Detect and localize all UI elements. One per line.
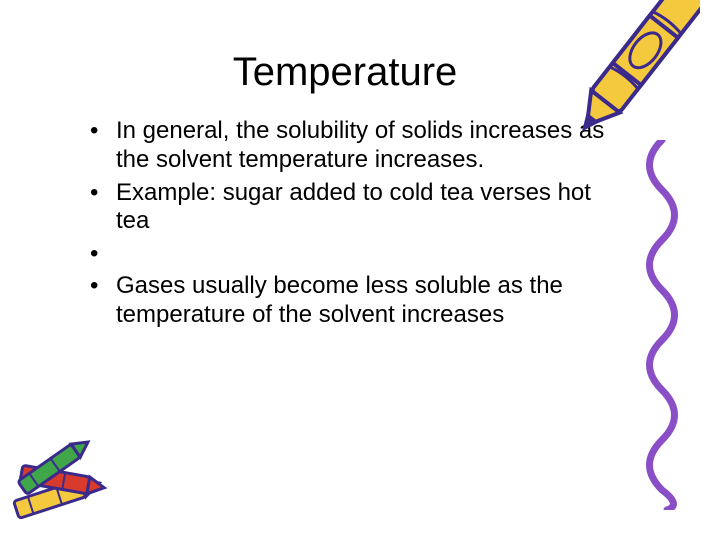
slide-title: Temperature — [70, 50, 620, 95]
bullet-list: In general, the solubility of solids inc… — [70, 117, 620, 330]
bullet-item: In general, the solubility of solids inc… — [90, 117, 620, 175]
squiggle-icon — [632, 140, 692, 510]
crayon-pile-icon — [10, 430, 140, 530]
slide-container: Temperature In general, the solubility o… — [0, 0, 720, 540]
bullet-gap — [90, 240, 620, 268]
bullet-item: Example: sugar added to cold tea verses … — [90, 179, 620, 237]
bullet-item: Gases usually become less soluble as the… — [90, 272, 620, 330]
